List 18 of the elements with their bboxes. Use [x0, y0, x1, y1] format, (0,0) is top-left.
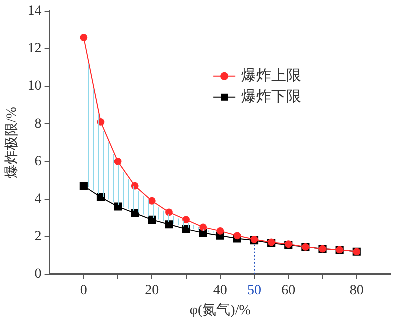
- y-tick-label: 12: [28, 42, 42, 57]
- y-axis-title: 爆炸极限/%: [4, 106, 20, 179]
- legend-label: 爆炸下限: [242, 88, 302, 106]
- x-tick-label: 0: [80, 283, 88, 298]
- legend-label: 爆炸上限: [242, 67, 302, 84]
- y-tick-label: 8: [34, 116, 42, 132]
- y-tick-label: 4: [34, 192, 42, 207]
- x-tick-label: 80: [350, 283, 364, 298]
- x-tick-label: 20: [145, 283, 160, 298]
- y-tick-label: 0: [34, 267, 42, 282]
- y-tick-label: 10: [28, 79, 42, 94]
- x-tick-label: 40: [213, 283, 228, 298]
- x-tick-label: 60: [282, 283, 296, 298]
- y-tick-label: 2: [34, 230, 42, 244]
- x-tick-label: 50: [248, 283, 262, 298]
- y-tick-label: 14: [28, 4, 42, 20]
- x-axis-title: φ(氮气)/%: [190, 302, 252, 318]
- y-tick-label: 6: [34, 154, 42, 170]
